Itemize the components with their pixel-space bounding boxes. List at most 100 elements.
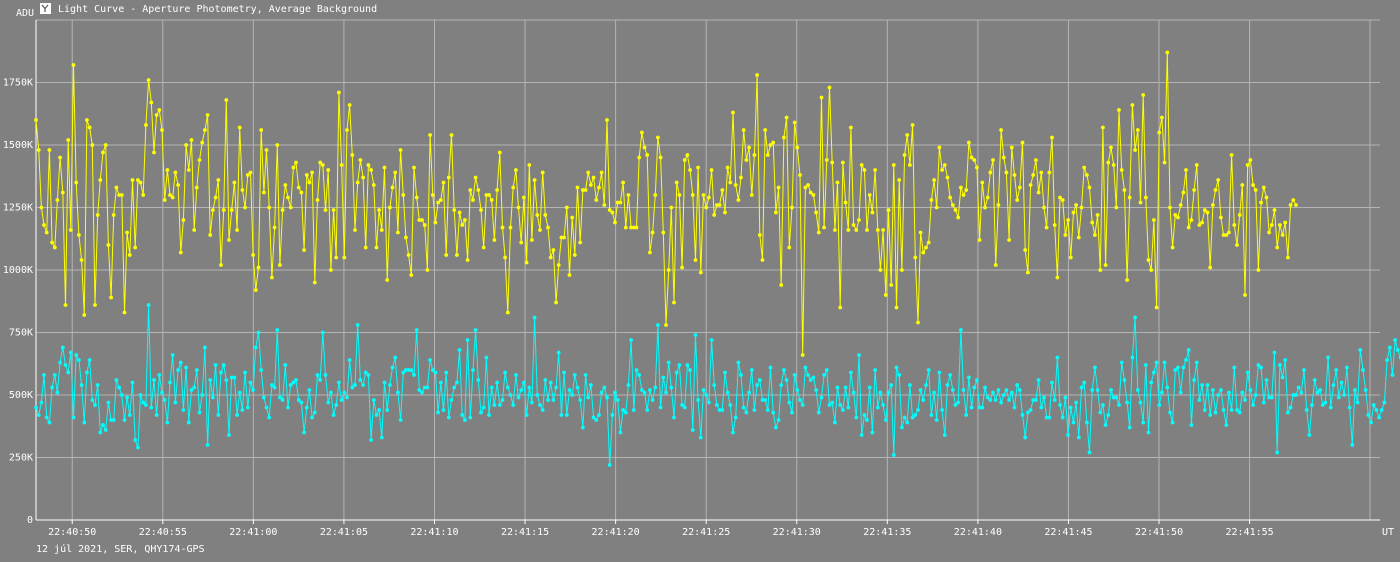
data-point bbox=[39, 400, 44, 405]
data-point bbox=[1181, 190, 1186, 195]
data-point bbox=[243, 370, 248, 375]
data-point bbox=[664, 390, 668, 395]
data-point bbox=[851, 223, 856, 227]
data-point bbox=[315, 198, 320, 202]
data-point bbox=[905, 420, 910, 425]
data-point bbox=[1015, 383, 1020, 387]
data-point bbox=[1186, 348, 1191, 352]
data-point bbox=[1031, 398, 1036, 402]
data-point bbox=[259, 368, 264, 372]
data-point bbox=[752, 153, 757, 157]
data-point bbox=[674, 370, 679, 375]
data-point bbox=[658, 155, 663, 160]
data-point bbox=[114, 185, 119, 190]
data-point bbox=[1090, 388, 1095, 392]
data-point bbox=[50, 240, 54, 245]
data-point bbox=[658, 405, 663, 410]
data-point bbox=[589, 183, 593, 187]
data-point bbox=[811, 193, 816, 197]
data-point bbox=[811, 375, 816, 380]
data-point bbox=[779, 383, 784, 387]
data-point bbox=[1122, 378, 1127, 382]
data-point bbox=[350, 385, 355, 390]
data-point bbox=[111, 418, 116, 422]
data-point bbox=[908, 383, 912, 387]
data-point bbox=[184, 365, 189, 370]
data-point bbox=[693, 258, 698, 262]
data-point bbox=[690, 193, 695, 197]
data-point bbox=[827, 85, 832, 90]
data-point bbox=[768, 143, 773, 147]
data-point bbox=[337, 90, 341, 95]
data-point bbox=[1361, 368, 1365, 372]
data-point bbox=[361, 175, 365, 180]
data-point bbox=[618, 200, 623, 205]
data-point bbox=[1119, 360, 1124, 365]
data-point bbox=[160, 390, 164, 395]
data-point bbox=[1085, 173, 1089, 177]
data-point bbox=[1082, 165, 1087, 170]
data-point bbox=[87, 125, 92, 130]
data-point bbox=[873, 168, 877, 172]
data-point bbox=[473, 328, 478, 332]
data-point bbox=[1074, 203, 1078, 207]
data-point bbox=[278, 395, 282, 400]
data-point bbox=[908, 163, 912, 167]
data-point bbox=[1288, 405, 1293, 410]
data-point bbox=[60, 190, 65, 195]
data-point bbox=[808, 190, 813, 195]
data-point bbox=[983, 385, 987, 390]
data-point bbox=[988, 170, 993, 175]
data-point bbox=[1058, 195, 1062, 200]
data-point bbox=[136, 445, 140, 450]
data-point bbox=[918, 230, 923, 235]
data-point bbox=[556, 263, 561, 267]
data-point bbox=[433, 370, 438, 375]
data-point bbox=[288, 383, 293, 387]
data-point bbox=[752, 408, 757, 412]
data-point bbox=[42, 373, 46, 377]
data-point bbox=[591, 175, 596, 180]
data-point bbox=[717, 203, 722, 207]
data-point bbox=[875, 405, 880, 410]
data-point bbox=[784, 378, 789, 382]
data-point bbox=[900, 425, 904, 430]
data-point bbox=[516, 205, 521, 210]
data-point bbox=[1213, 410, 1218, 415]
data-point bbox=[1074, 400, 1078, 405]
data-point bbox=[136, 178, 140, 182]
data-point bbox=[1101, 403, 1105, 407]
data-point bbox=[229, 375, 234, 380]
series-layer bbox=[34, 50, 1400, 467]
data-point bbox=[505, 310, 510, 315]
data-point bbox=[1334, 368, 1339, 372]
data-point bbox=[1017, 388, 1022, 392]
data-point bbox=[546, 398, 550, 402]
data-point bbox=[1208, 265, 1213, 270]
data-point bbox=[460, 223, 465, 227]
data-point bbox=[216, 178, 221, 182]
data-point bbox=[1235, 243, 1239, 247]
data-point bbox=[1219, 215, 1223, 220]
data-point bbox=[841, 160, 845, 165]
data-point bbox=[993, 263, 998, 267]
data-point bbox=[1031, 173, 1036, 177]
data-point bbox=[564, 205, 569, 210]
data-point bbox=[339, 398, 344, 402]
data-point bbox=[688, 168, 692, 172]
series-background bbox=[34, 303, 1400, 467]
data-point bbox=[304, 173, 309, 177]
data-point bbox=[1063, 233, 1068, 237]
data-point bbox=[543, 213, 548, 217]
data-point bbox=[1141, 420, 1146, 425]
data-point bbox=[1076, 435, 1081, 440]
data-point bbox=[1111, 395, 1116, 400]
data-point bbox=[1272, 350, 1277, 355]
data-point bbox=[597, 185, 601, 190]
data-point bbox=[918, 388, 923, 392]
data-point bbox=[1098, 268, 1103, 272]
data-point bbox=[1283, 220, 1288, 225]
data-point bbox=[468, 188, 473, 192]
data-point bbox=[991, 158, 995, 162]
data-point bbox=[838, 403, 843, 407]
